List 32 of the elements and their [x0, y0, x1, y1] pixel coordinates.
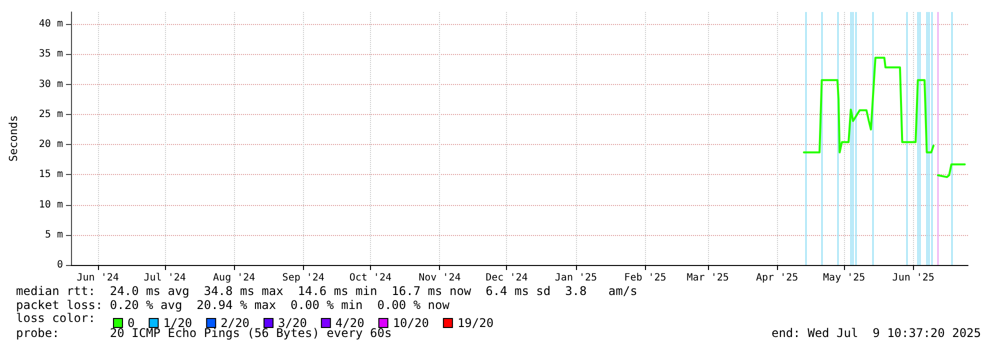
text: median rtt: 24.0 ms avg 34.8 ms max 14.6 ms min 16.7 ms now 6.4 ms sd 3.8 am/s: [16, 284, 638, 298]
x-tick-label: May '25: [823, 272, 866, 284]
x-tick-label: Apr '25: [756, 272, 798, 284]
y-tick-label: 15 m: [38, 169, 63, 180]
legend-label: 10/20: [392, 316, 429, 330]
y-tick-label: 30 m: [38, 78, 63, 90]
y-axis-title: Seconds: [7, 115, 20, 162]
y-tick-label: 40 m: [38, 18, 63, 30]
y-tick-label: 10 m: [38, 199, 63, 210]
y-tick-label: 20 m: [38, 139, 63, 150]
x-tick-label: Jun '24: [76, 272, 119, 284]
x-tick-label: Aug '24: [213, 272, 256, 284]
y-tick-label: 5 m: [44, 229, 63, 240]
x-tick-label: Jul '24: [144, 272, 186, 284]
x-tick-label: Dec '24: [486, 272, 528, 284]
legend-label: 19/20: [457, 316, 494, 330]
x-tick-label: Mar '25: [686, 272, 729, 284]
y-tick-label: 0: [56, 260, 63, 270]
legend-title: loss color:: [16, 311, 96, 325]
x-tick-label: Feb '25: [624, 272, 666, 284]
text: packet loss: 0.20 % avg 20.94 % max 0.00 % min 0.00 % now: [16, 298, 450, 312]
legend-label: 1/20: [163, 316, 192, 330]
legend-label: 4/20: [335, 316, 364, 330]
x-tick-label: Jun '25: [892, 272, 934, 284]
y-tick-label: 25 m: [38, 108, 63, 120]
y-tick-label: 35 m: [38, 48, 63, 60]
x-tick-label: Oct '24: [349, 272, 392, 284]
x-tick-label: Nov '24: [418, 272, 461, 284]
text: end: Wed Jul 9 10:37:20 2025: [771, 326, 981, 340]
x-tick-label: Sep '24: [282, 272, 324, 284]
x-tick-label: Jan '25: [554, 272, 598, 284]
legend-label: 2/20: [220, 316, 250, 330]
